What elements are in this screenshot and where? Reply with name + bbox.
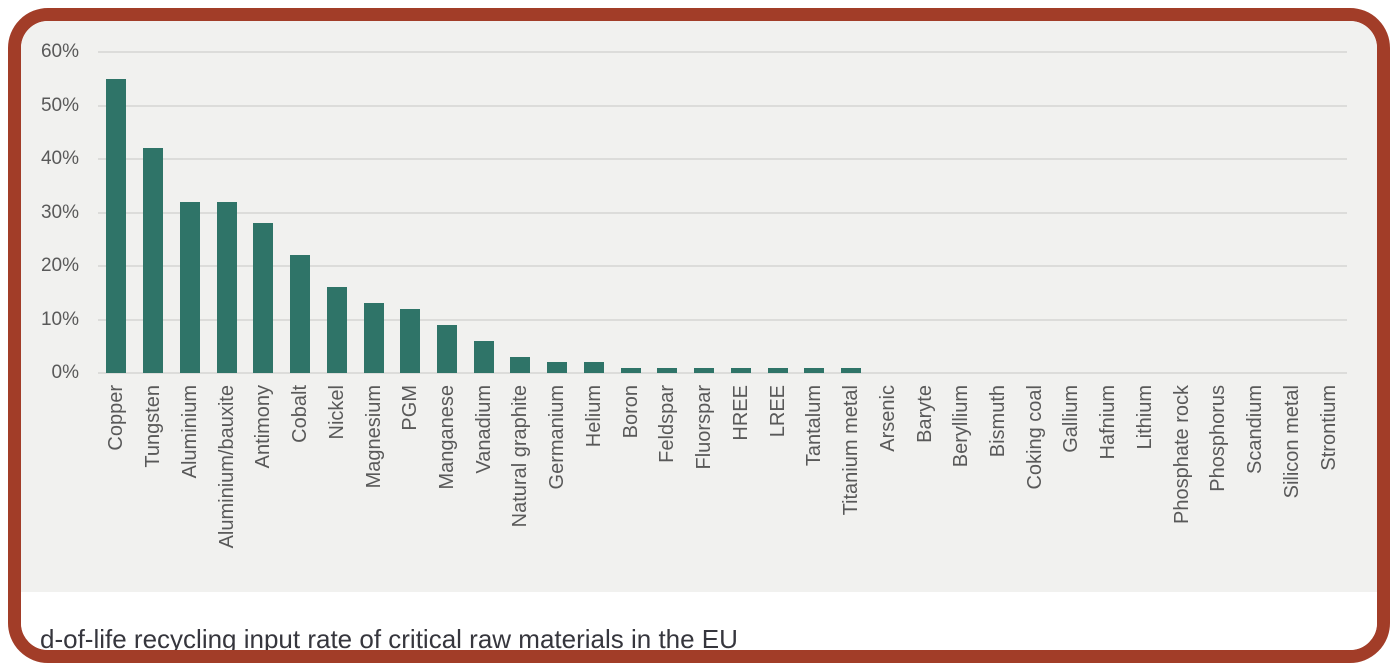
x-label-hree: HREE xyxy=(729,385,752,441)
bar-manganese xyxy=(436,324,457,373)
x-label-pgm: PGM xyxy=(399,385,422,431)
gridline-60 xyxy=(98,51,1347,53)
y-tick-label-10: 10% xyxy=(40,308,79,330)
bar-lree xyxy=(767,367,788,373)
y-tick-label-30: 30% xyxy=(40,201,79,223)
bar-pgm xyxy=(400,308,421,373)
gridline-40 xyxy=(98,158,1347,160)
bar-hree xyxy=(730,367,751,373)
x-label-lithium: Lithium xyxy=(1133,385,1156,450)
x-label-baryte: Baryte xyxy=(913,385,936,443)
bar-helium xyxy=(583,362,604,373)
x-label-beryllium: Beryllium xyxy=(950,385,973,468)
bar-nickel xyxy=(326,287,347,373)
y-tick-label-40: 40% xyxy=(40,148,79,169)
x-label-nickel: Nickel xyxy=(325,385,348,440)
bar-chart: 0% 10% 20% 30% 40% 50% 60% Copper Tungsten Alumin… xyxy=(21,21,1377,592)
x-label-germanium: Germanium xyxy=(546,385,569,490)
bar-antimony xyxy=(253,223,274,373)
bar-magnesium xyxy=(363,303,384,373)
x-label-scandium: Scandium xyxy=(1244,385,1267,474)
x-label-hafnium: Hafnium xyxy=(1097,385,1120,460)
bar-tantalum xyxy=(804,367,825,373)
x-label-manganese: Manganese xyxy=(435,385,458,490)
x-label-phosphorus: Phosphorus xyxy=(1207,385,1230,492)
x-label-coking-coal: Coking coal xyxy=(1023,385,1046,490)
x-label-fluorspar: Fluorspar xyxy=(693,385,716,470)
x-label-tungsten: Tungsten xyxy=(142,385,165,468)
x-label-tantalum: Tantalum xyxy=(803,385,826,467)
caption-strip: d-of-life recycling input rate of critic… xyxy=(21,592,1377,650)
gridline-10 xyxy=(98,318,1347,321)
y-tick-label-60: 60% xyxy=(40,41,79,62)
x-label-phosphate-rock: Phosphate rock xyxy=(1170,385,1193,524)
chart-panel: 0% 10% 20% 30% 40% 50% 60% Copper Tungsten Alumin… xyxy=(21,21,1377,592)
gridline-30 xyxy=(98,211,1347,214)
x-label-helium: Helium xyxy=(582,385,605,448)
gridline-50 xyxy=(98,104,1347,107)
x-label-aluminium: Aluminium xyxy=(178,385,201,479)
x-label-copper: Copper xyxy=(105,385,128,451)
gridline-0 xyxy=(98,372,1347,374)
x-label-lree: LREE xyxy=(766,385,789,438)
x-label-feldspar: Feldspar xyxy=(656,385,679,463)
x-label-arsenic: Arsenic xyxy=(876,385,899,452)
x-label-strontium: Strontium xyxy=(1317,385,1340,471)
bar-aluminium xyxy=(179,201,200,373)
x-label-cobalt: Cobalt xyxy=(289,385,312,443)
figure-frame: 0% 10% 20% 30% 40% 50% 60% Copper Tungsten Alumin… xyxy=(8,8,1390,663)
x-label-antimony: Antimony xyxy=(252,385,275,469)
gridline-20 xyxy=(98,265,1347,267)
x-label-titanium-metal: Titanium metal xyxy=(840,385,863,516)
y-tick-label-0: 0% xyxy=(51,362,79,383)
x-label-silicon-metal: Silicon metal xyxy=(1280,385,1303,499)
y-tick-label-50: 50% xyxy=(40,94,79,116)
figure-caption: d-of-life recycling input rate of critic… xyxy=(40,624,738,654)
x-label-vanadium: Vanadium xyxy=(472,385,495,474)
x-label-aluminium-bauxite: Aluminium/bauxite xyxy=(215,385,238,549)
bar-tungsten xyxy=(143,148,164,373)
bar-fluorspar xyxy=(694,367,715,373)
bar-feldspar xyxy=(657,367,678,373)
x-label-bismuth: Bismuth xyxy=(987,385,1009,458)
x-label-gallium: Gallium xyxy=(1060,385,1083,453)
x-label-boron: Boron xyxy=(619,385,642,439)
bar-cobalt xyxy=(290,255,311,373)
y-tick-label-20: 20% xyxy=(40,255,79,276)
bar-boron xyxy=(620,367,641,373)
bar-germanium xyxy=(547,362,568,373)
bar-aluminium-bauxite xyxy=(216,201,237,373)
bar-vanadium xyxy=(473,340,494,373)
x-label-natural-graphite: Natural graphite xyxy=(509,385,532,528)
x-label-magnesium: Magnesium xyxy=(362,385,385,489)
bar-titanium-metal xyxy=(841,367,862,373)
bar-copper xyxy=(106,78,127,373)
bar-natural-graphite xyxy=(510,356,531,373)
